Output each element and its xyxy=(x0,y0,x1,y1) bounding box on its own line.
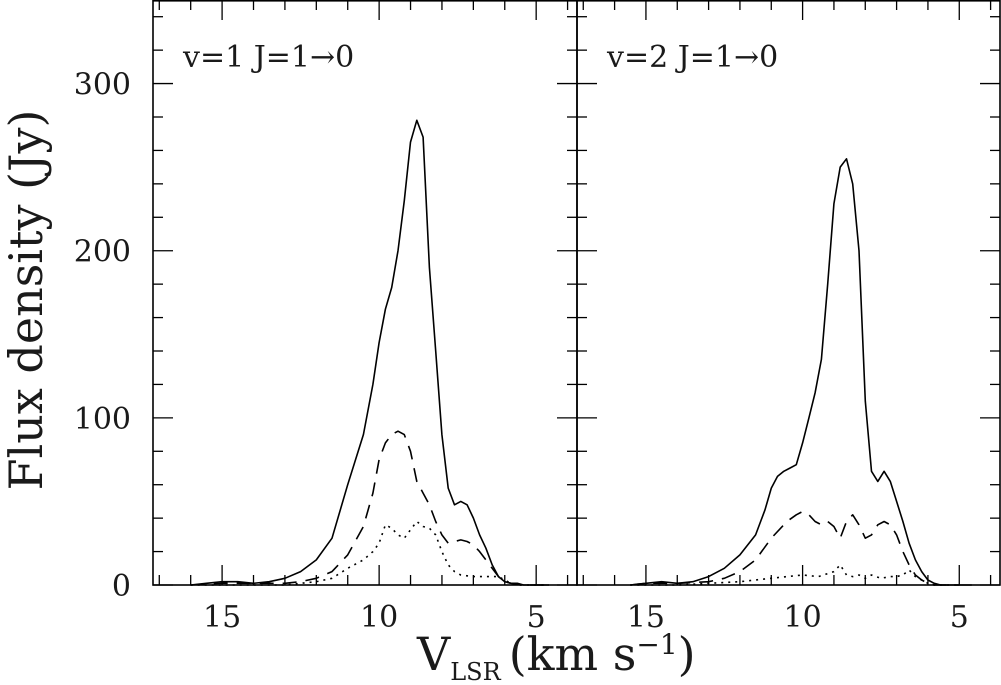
panel-1: 0 100 200 300 15 10 5 v=1 J=1→0 xyxy=(74,0,578,635)
panel-title: v=2 J=1→0 xyxy=(606,40,778,75)
x-axis-label-sup: −1 xyxy=(636,628,677,661)
panel-2: 15 10 5 v=2 J=1→0 xyxy=(576,0,1001,635)
panel-frame xyxy=(576,0,1001,586)
x-axis-label-close: ) xyxy=(678,627,696,681)
x-tick-label: 10 xyxy=(784,600,822,635)
x-tick-label: 5 xyxy=(527,600,546,635)
series-dotted xyxy=(630,564,960,586)
series-dashed xyxy=(630,510,960,586)
series-dashed xyxy=(190,430,549,586)
x-tick-label: 10 xyxy=(360,600,398,635)
panel-title: v=1 J=1→0 xyxy=(182,40,354,75)
y-tick-label: 0 xyxy=(112,569,131,604)
x-axis-label: VLSR (km s−1) xyxy=(416,627,696,685)
series-solid xyxy=(630,158,972,586)
x-axis-label-units: (km s xyxy=(509,627,637,681)
y-axis-label: Flux density (Jy) xyxy=(0,110,53,491)
series-solid xyxy=(190,119,549,586)
panel-frame xyxy=(152,0,578,586)
y-tick-label: 300 xyxy=(74,68,131,103)
y-tick-label: 100 xyxy=(74,402,131,437)
series-dotted xyxy=(190,520,549,586)
panels: 0 100 200 300 15 10 5 v=1 J=1→0 15 10 5 v=2 J=1→0 xyxy=(74,0,1001,635)
x-axis-label-sub: LSR xyxy=(450,658,501,685)
y-tick-label: 200 xyxy=(74,235,131,270)
x-tick-label: 15 xyxy=(627,600,665,635)
x-tick-label: 15 xyxy=(203,600,241,635)
x-axis-label-main: V xyxy=(416,627,451,681)
x-tick-label: 5 xyxy=(950,600,969,635)
